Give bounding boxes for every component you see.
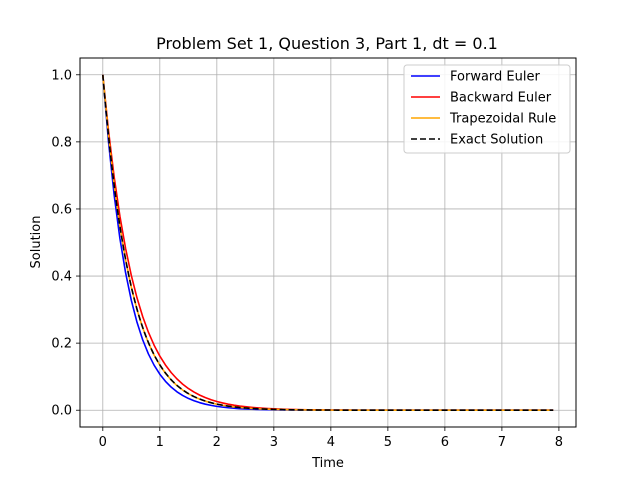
- legend-box: [403, 64, 571, 154]
- x-axis-ticks: 0 1 2 3 4 5 6 7 8: [99, 427, 563, 450]
- legend: Forward Euler Backward Euler Trapezoidal R…: [403, 64, 571, 154]
- y-tick-label-2: 0.4: [51, 270, 72, 285]
- y-axis-label: Solution: [29, 216, 44, 269]
- x-tick-label-4: 4: [327, 435, 335, 450]
- y-tick-label-1: 0.2: [51, 337, 72, 352]
- x-tick-label-8: 8: [555, 435, 563, 450]
- y-tick-label-0: 0.0: [51, 404, 72, 419]
- series-line-exact-solution: [102, 74, 554, 412]
- legend-label-exact-solution: Exact Solution: [450, 133, 543, 148]
- legend-label-forward-euler: Forward Euler: [450, 70, 540, 85]
- legend-label-backward-euler: Backward Euler: [450, 91, 552, 106]
- x-tick-label-6: 6: [441, 435, 449, 450]
- x-tick-label-0: 0: [99, 435, 107, 450]
- series-layer: [102, 74, 554, 412]
- x-axis-label: Time: [311, 456, 344, 471]
- x-tick-label-2: 2: [213, 435, 221, 450]
- x-tick-label-7: 7: [498, 435, 506, 450]
- y-axis-ticks: 0.0 0.2 0.4 0.6 0.8 1.0: [51, 68, 80, 419]
- x-tick-label-5: 5: [384, 435, 392, 450]
- y-tick-label-3: 0.6: [51, 202, 72, 217]
- y-tick-label-4: 0.8: [51, 135, 72, 150]
- x-tick-label-1: 1: [156, 435, 164, 450]
- plot-frame: [79, 57, 577, 428]
- y-tick-label-5: 1.0: [51, 68, 72, 83]
- x-tick-label-3: 3: [270, 435, 278, 450]
- chart-title: Problem Set 1, Question 3, Part 1, dt = …: [156, 34, 498, 53]
- legend-label-trapezoidal-rule: Trapezoidal Rule: [449, 112, 556, 127]
